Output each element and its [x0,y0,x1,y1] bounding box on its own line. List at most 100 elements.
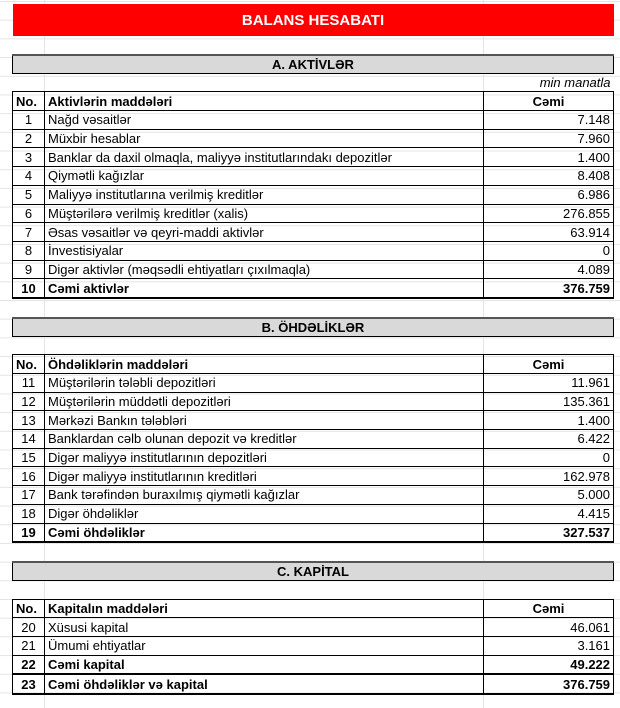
item-name: Maliyyə institutlarına verilmiş kreditlə… [44,184,484,205]
column-header: Kapitalın maddələri [44,598,484,619]
item-value: 162.978 [482,466,615,487]
column-header: Cəmi [482,354,615,374]
title-row: BALANS HESABATI [12,4,614,36]
item-value: 8.408 [482,166,615,186]
item-value: 135.361 [482,391,615,412]
item-name: Müştərilərin tələbli depozitləri [44,373,484,393]
total-row: 22 Cəmi kapital 49.222 [12,654,615,676]
item-value: 63.914 [482,222,615,242]
section-header-row: A. AKTİVLƏR [11,53,615,74]
total-row: 10 Cəmi aktivlər 376.759 [12,278,615,299]
empty-cell [45,542,484,562]
empty-cell [45,580,484,599]
unit-row: min manatla [13,73,614,92]
item-value: 4.415 [482,503,615,524]
column-header-row: No. Kapitalın maddələri Cəmi [12,598,615,619]
total-row: 23 Cəmi öhdəliklər və kapital 376.759 [12,673,615,695]
section-header-row: C. KAPİTAL [11,560,615,581]
row-number: 5 [12,184,45,205]
item-name: Müştərilərə verilmiş kreditlər (xalis) [44,203,484,224]
row-number: 6 [12,203,45,224]
table-row: 14 Banklardan cəlb olunan depozit və kred… [12,429,615,449]
row-number: 13 [12,410,45,431]
item-value: 7.960 [482,128,615,149]
table-row: 9 Digər aktivlər (məqsədli ehtiyatları çı… [12,259,615,280]
row-number: 22 [12,654,45,676]
item-value: 5.000 [482,485,615,505]
row-number: 23 [12,673,45,695]
section-heading: B. ÖHDƏLİKLƏR [11,316,615,337]
item-value: 46.061 [482,617,615,637]
table-row: 12 Müştərilərin müddətli depozitləri 135.3… [12,391,615,412]
item-value: 327.537 [482,522,615,544]
table-row: 13 Mərkəzi Bankın tələbləri 1.400 [12,410,615,431]
item-value: 0 [482,240,615,261]
empty-cell [13,73,45,92]
empty-cell [45,336,484,355]
row-number: 14 [12,429,45,449]
row-number: 3 [12,147,45,168]
item-name: Qiymətli kağızlar [44,166,484,186]
blank-row [13,542,614,562]
table-row: 20 Xüsusi kapital 46.061 [12,617,615,637]
item-name: Digər öhdəliklər [44,503,484,524]
item-value: 4.089 [482,259,615,280]
item-value: 1.400 [482,147,615,168]
item-name: Cəmi aktivlər [44,278,484,299]
row-number: 11 [12,373,45,393]
item-value: 1.400 [482,410,615,431]
table-row: 4 Qiymətli kağızlar 8.408 [12,166,615,186]
table-row: 8 İnvestisiyalar 0 [12,240,615,261]
item-name: Cəmi kapital [44,654,484,676]
column-header: Aktivlərin maddələri [44,91,484,112]
item-name: Digər aktivlər (məqsədli ehtiyatları çıx… [44,259,484,280]
item-name: Əsas vəsaitlər və qeyri-maddi aktivlər [44,222,484,242]
blank-row [13,298,614,318]
empty-cell [13,36,45,55]
section-header-row: B. ÖHDƏLİKLƏR [11,316,615,337]
empty-cell [484,580,614,599]
row-number: 4 [12,166,45,186]
column-header: No. [12,598,45,619]
item-name: İnvestisiyalar [44,240,484,261]
item-name: Xüsusi kapital [44,617,484,637]
item-value: 0 [482,447,615,468]
item-name: Bank tərəfindən buraxılmış qiymətli kağı… [44,485,484,505]
table-row: 3 Banklar da daxil olmaqla, maliyyə insti… [12,147,615,168]
row-number: 9 [12,259,45,280]
item-value: 376.759 [482,278,615,299]
item-name: Cəmi öhdəliklər [44,522,484,544]
sheet-gridline [44,0,45,708]
item-value: 376.759 [482,673,615,695]
item-name: Digər maliyyə institutlarının depozitlər… [44,447,484,468]
sheet-gridline [483,0,484,708]
empty-cell [484,542,614,562]
item-value: 276.855 [482,203,615,224]
table-row: 5 Maliyyə institutlarına verilmiş kreditl… [12,184,615,205]
item-value: 6.986 [482,184,615,205]
blank-row [13,580,614,599]
table-row: 18 Digər öhdəliklər 4.415 [12,503,615,524]
row-number: 16 [12,466,45,487]
column-header-row: No. Aktivlərin maddələri Cəmi [12,91,615,112]
item-name: Nağd vəsaitlər [44,110,484,130]
section-heading: C. KAPİTAL [11,560,615,581]
empty-cell [45,36,484,55]
row-number: 17 [12,485,45,505]
table-row: 6 Müştərilərə verilmiş kreditlər (xalis) 2… [12,203,615,224]
empty-cell [13,542,45,562]
item-name: Müxbir hesablar [44,128,484,149]
column-header: Öhdəliklərin maddələri [44,354,484,374]
table-row: 1 Nağd vəsaitlər 7.148 [12,110,615,130]
report-title: BALANS HESABATI [12,4,614,36]
row-number: 20 [12,617,45,637]
row-number: 2 [12,128,45,149]
column-header: No. [12,91,45,112]
table-row: 17 Bank tərəfindən buraxılmış qiymətli ka… [12,485,615,505]
empty-cell [13,580,45,599]
empty-cell [13,298,45,318]
item-name: Banklardan cəlb olunan depozit və kredit… [44,429,484,449]
table-row: 7 Əsas vəsaitlər və qeyri-maddi aktivlər 6… [12,222,615,242]
row-number: 10 [12,278,45,299]
item-name: Mərkəzi Bankın tələbləri [44,410,484,431]
